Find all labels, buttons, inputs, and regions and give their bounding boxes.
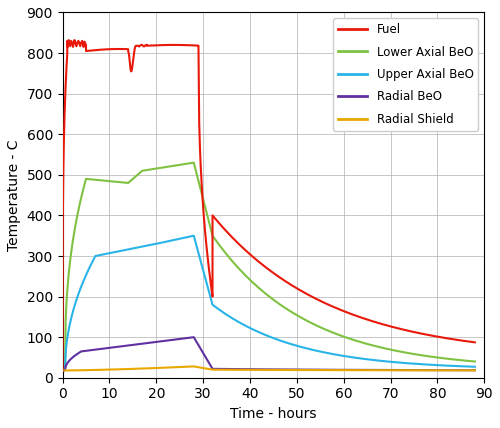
X-axis label: Time - hours: Time - hours [230,407,316,421]
Y-axis label: Temperature - C: Temperature - C [7,140,21,251]
Legend: Fuel, Lower Axial BeO, Upper Axial BeO, Radial BeO, Radial Shield: Fuel, Lower Axial BeO, Upper Axial BeO, … [333,18,478,131]
